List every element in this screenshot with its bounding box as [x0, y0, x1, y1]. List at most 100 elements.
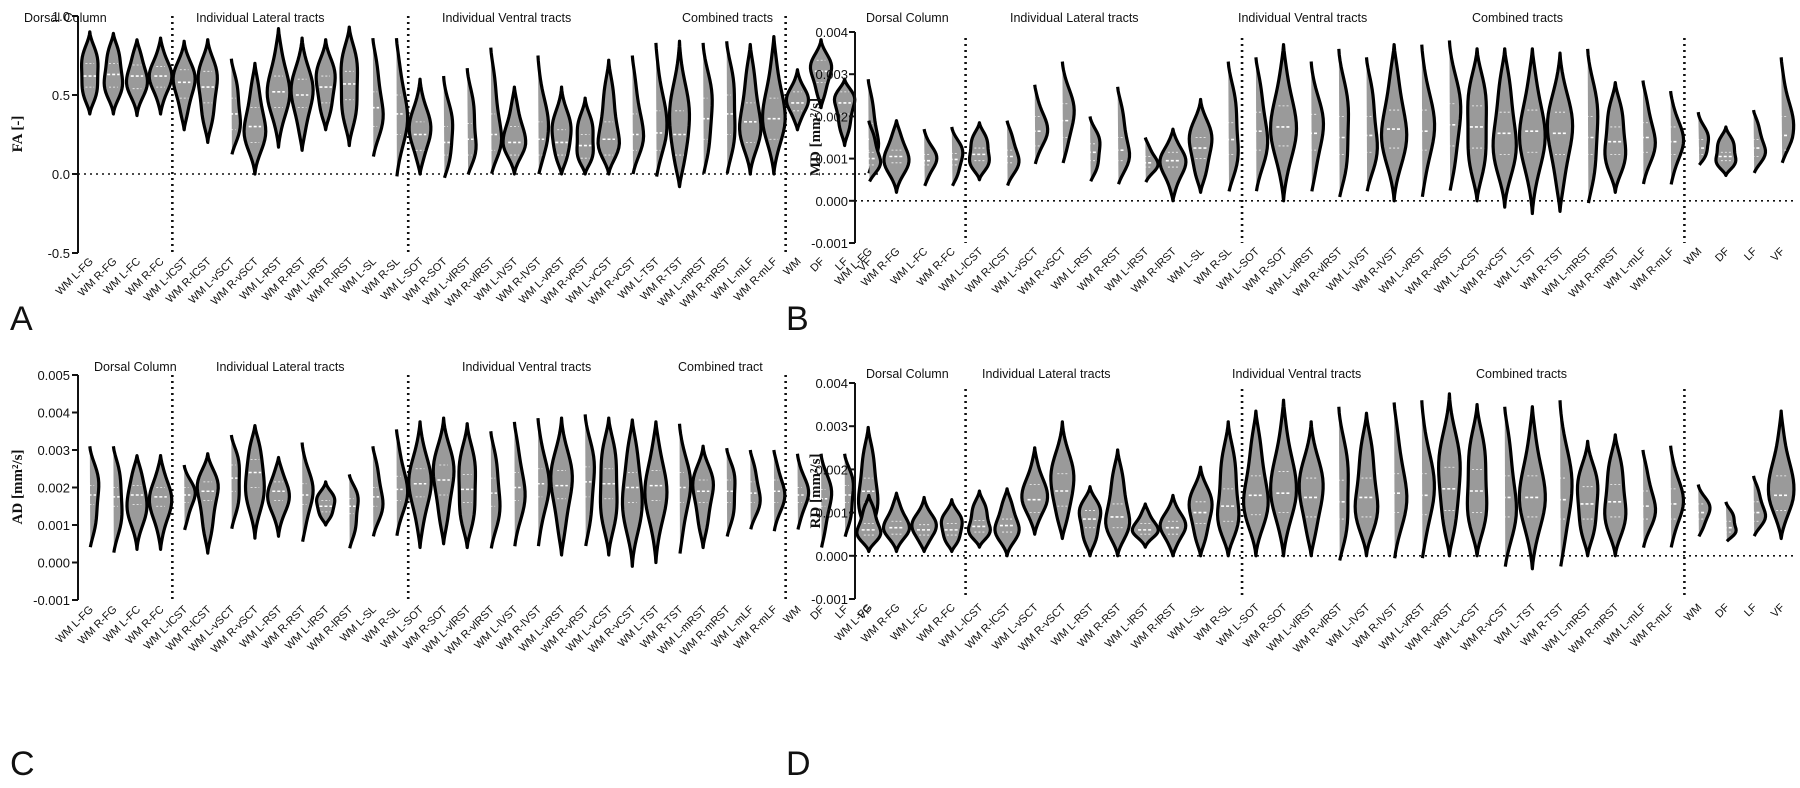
violin-wm-l-lvst [501, 85, 528, 176]
violin-wm-l-tst [643, 420, 669, 565]
violin-wm-l-vrst [1420, 44, 1437, 198]
x-category-label: DF [1713, 601, 1732, 620]
violin-wm-r-vsct [1049, 420, 1076, 541]
violin-wm-l-vcst [596, 58, 622, 176]
section-label: Individual Lateral tracts [196, 11, 325, 25]
y-axis-title: FA [-] [10, 116, 26, 153]
violin-wm-l-fc [922, 128, 939, 187]
violin-wm-r-lrst [1158, 127, 1188, 203]
violin-wm-l-mlf [1641, 449, 1658, 548]
violin-wm-l-fc [125, 454, 149, 551]
violin-wm-r-lrst [339, 25, 360, 148]
violin-wm [1696, 484, 1712, 538]
violin-vf [1766, 409, 1796, 541]
y-tick-label: 1.0 [52, 9, 70, 24]
violin-wm-l-rst [265, 27, 292, 149]
violin-wm-r-tst [1558, 400, 1574, 567]
y-tick-label: 0.001 [37, 518, 70, 533]
violin-df [808, 38, 834, 110]
violin-df [1724, 501, 1738, 543]
violin-wm-l-mrst [1586, 48, 1600, 204]
section-label: Individual Ventral tracts [442, 11, 571, 25]
panel-c-ad-chart: -0.001 0.000 0.001 0.002 0.003 0.004 0.005 AD [… [10, 360, 880, 783]
violin-wm-r-lcst [196, 38, 219, 144]
violin-wm-r-mrst [725, 41, 737, 174]
violin-wm-r-lcst [1005, 120, 1021, 187]
violin-wm-l-vlrst [1297, 420, 1325, 558]
violin-wm-r-vrst [1447, 40, 1463, 191]
violin-wm-r-fc [147, 454, 174, 551]
section-label: Combined tracts [1472, 11, 1563, 25]
section-label: Dorsal Column [24, 11, 107, 25]
violin-wm-l-mrst [1575, 439, 1600, 558]
violin-wm-r-tst [667, 39, 692, 189]
y-tick-label: 0.000 [37, 556, 70, 571]
y-tick-label: 0.001 [815, 506, 848, 521]
section-label: Individual Lateral tracts [982, 367, 1111, 381]
violin-wm-l-fg [88, 446, 101, 548]
violin-wm-l-sot [1241, 409, 1270, 558]
violin-wm-r-lcst [195, 452, 220, 555]
violin-vf [1779, 57, 1796, 164]
x-category-label: LF [1742, 601, 1760, 619]
violin-wm-l-lcst [182, 464, 197, 531]
x-category-label: VF [1769, 601, 1788, 620]
violin-wm-r-fc [950, 126, 965, 187]
y-axis-title: RD [mm²/s] [808, 454, 824, 529]
x-category-label: WM [1682, 246, 1704, 268]
panel-a-fa-chart: -0.5 0.0 0.5 1.0 FA [-] Dorsal Column Individu… [10, 9, 881, 338]
violin-wm-r-vlrst [489, 47, 504, 175]
violin-wm-l-lrst [1130, 502, 1160, 549]
y-tick-label: -0.001 [811, 592, 848, 607]
violin-wm-l-vlrst [1309, 61, 1326, 192]
x-category-label: LF [1742, 245, 1760, 263]
violin-wm-r-lvst [1379, 43, 1409, 203]
violin-wm-r-vsct [242, 61, 268, 176]
violin-wm-r-mlf [1668, 445, 1686, 548]
violin-wm-r-lvst [536, 55, 551, 175]
y-tick-label: 0.000 [815, 194, 848, 209]
violin-wm-r-lrst [347, 474, 360, 549]
violin-wm-r-vcst [630, 55, 646, 175]
panel-letter: C [10, 745, 35, 783]
y-tick-label: -0.001 [811, 236, 848, 251]
violin-wm-l-mlf [737, 42, 763, 176]
y-axis-title: AD [mm²/s] [10, 450, 26, 525]
violin-wm-l-sot [1254, 57, 1270, 192]
violin-wm-r-fg [881, 491, 911, 554]
panel-letter: D [786, 745, 811, 783]
violin-wm-l-fc [124, 38, 150, 118]
violin-wm-r-sot [1268, 43, 1299, 203]
violin-lf [1751, 109, 1768, 174]
violin-wm-r-mrst [1603, 81, 1628, 194]
section-label: Combined tract [678, 360, 763, 374]
violin-wm-r-lcst [993, 487, 1021, 558]
violin-wm-l-rst [266, 455, 291, 538]
violin-wm [1696, 111, 1711, 166]
violin-wm-r-vrst [583, 414, 596, 547]
section-label: Combined tracts [682, 11, 773, 25]
x-category-label: DF [1713, 245, 1732, 264]
violin-wm-l-vsct [229, 58, 243, 155]
y-tick-label: 0.003 [815, 67, 848, 82]
y-tick-label: 0.0 [52, 167, 70, 182]
violin-wm-r-mrst [725, 447, 737, 537]
violin-wm-l-lrst [314, 38, 337, 132]
section-label: Individual Ventral tracts [1232, 367, 1361, 381]
y-tick-label: 0.004 [815, 25, 848, 40]
violin-wm-l-vsct [1020, 446, 1050, 536]
violin-wm-l-rst [1088, 116, 1102, 182]
y-tick-label: 0.001 [815, 152, 848, 167]
section-label: Combined tracts [1476, 367, 1567, 381]
y-tick-label: -0.5 [48, 246, 70, 261]
section-label: Individual Lateral tracts [216, 360, 345, 374]
violin-wm-r-rst [1116, 86, 1132, 185]
violin-wm-l-vrst [549, 416, 574, 557]
violin-wm-l-mrst [691, 444, 716, 550]
panel-letter: B [786, 300, 809, 338]
violin-wm-r-vsct [243, 424, 266, 540]
violin-wm-l-fg [867, 120, 883, 183]
violin-wm-l-mrst [701, 42, 714, 174]
y-tick-label: 0.005 [37, 368, 70, 383]
